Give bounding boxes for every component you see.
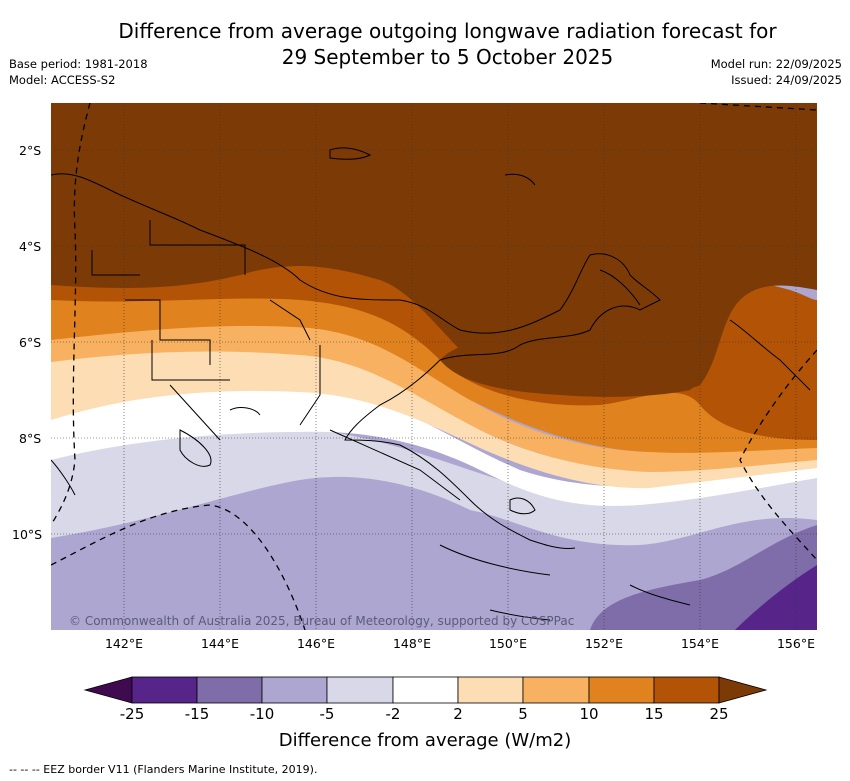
- colorbar-tick-label: 15: [644, 705, 664, 723]
- band-2-5: [51, 348, 817, 489]
- colorbar-tick-label: -2: [385, 705, 401, 723]
- lon-label-156e: 156°E: [776, 636, 815, 651]
- band-minus15-minus10: [590, 525, 817, 630]
- colorbar-bin-5: [392, 676, 459, 704]
- copyright-notice: © Commonwealth of Australia 2025, Bureau…: [69, 614, 575, 628]
- colorbar-bin-6: [457, 676, 524, 704]
- meta-left: Base period: 1981-2018 Model: ACCESS-S2: [9, 56, 148, 88]
- colorbar: [83, 676, 768, 704]
- model-name: Model: ACCESS-S2: [9, 73, 116, 87]
- lon-label-152e: 152°E: [584, 636, 623, 651]
- band-minus25-minus15: [735, 565, 817, 630]
- lon-label-148e: 148°E: [392, 636, 431, 651]
- graticule: [51, 103, 817, 630]
- colorbar-high-arrow: [718, 676, 768, 704]
- band-10-15: [51, 290, 817, 453]
- title-line-1: Difference from average outgoing longwav…: [118, 19, 777, 43]
- lon-label-144e: 144°E: [200, 636, 239, 651]
- lat-label-6s: 6°S: [19, 335, 42, 350]
- colorbar-tick-label: 10: [579, 705, 599, 723]
- lat-label-4s: 4°S: [19, 239, 42, 254]
- colorbar-tick-label: -15: [184, 705, 210, 723]
- base-period: Base period: 1981-2018: [9, 57, 148, 71]
- lat-label-8s: 8°S: [19, 431, 42, 446]
- anomaly-field: [51, 103, 817, 630]
- colorbar-tick-label: -10: [249, 705, 275, 723]
- colorbar-bin-1: [131, 676, 198, 704]
- colorbar-bin-7: [522, 676, 590, 704]
- band-minus2-2: [51, 378, 817, 506]
- lon-label-154e: 154°E: [680, 636, 719, 651]
- model-run: Model run: 22/09/2025: [710, 57, 842, 71]
- chart-title: Difference from average outgoing longwav…: [0, 18, 850, 70]
- lat-label-10s: 10°S: [12, 527, 43, 542]
- colorbar-bin-2: [196, 676, 263, 704]
- eez-footnote: -- -- -- EEZ border V11 (Flanders Marine…: [9, 763, 318, 776]
- colorbar-bin-8: [588, 676, 655, 704]
- band-5-10: [51, 323, 817, 472]
- colorbar-tick-label: 5: [518, 705, 528, 723]
- band-minus5-minus2: [51, 426, 817, 546]
- colorbar-title: Difference from average (W/m2): [278, 730, 572, 751]
- eez-borders: [51, 103, 817, 630]
- meta-right: Model run: 22/09/2025 Issued: 24/09/2025: [711, 56, 842, 88]
- colorbar-bin-3: [261, 676, 328, 704]
- lon-label-142e: 142°E: [104, 636, 143, 651]
- lat-label-2s: 2°S: [19, 143, 42, 158]
- lon-label-146e: 146°E: [296, 636, 335, 651]
- colorbar-tick-label: 25: [709, 705, 729, 723]
- colorbar-low-arrow: [83, 676, 133, 704]
- band-above-25-pocket: [440, 335, 704, 397]
- title-line-2: 29 September to 5 October 2025: [281, 45, 614, 69]
- coastlines: [51, 147, 811, 621]
- colorbar-tick-label: -25: [119, 705, 145, 723]
- colorbar-bin-4: [326, 676, 394, 704]
- colorbar-tick-label: 2: [453, 705, 463, 723]
- lon-label-150e: 150°E: [488, 636, 527, 651]
- band-above-25: [51, 103, 817, 392]
- issued-date: Issued: 24/09/2025: [731, 73, 842, 87]
- provincial-borders: [91, 220, 461, 501]
- colorbar-tick-label: -5: [319, 705, 335, 723]
- colorbar-bin-9: [653, 676, 720, 704]
